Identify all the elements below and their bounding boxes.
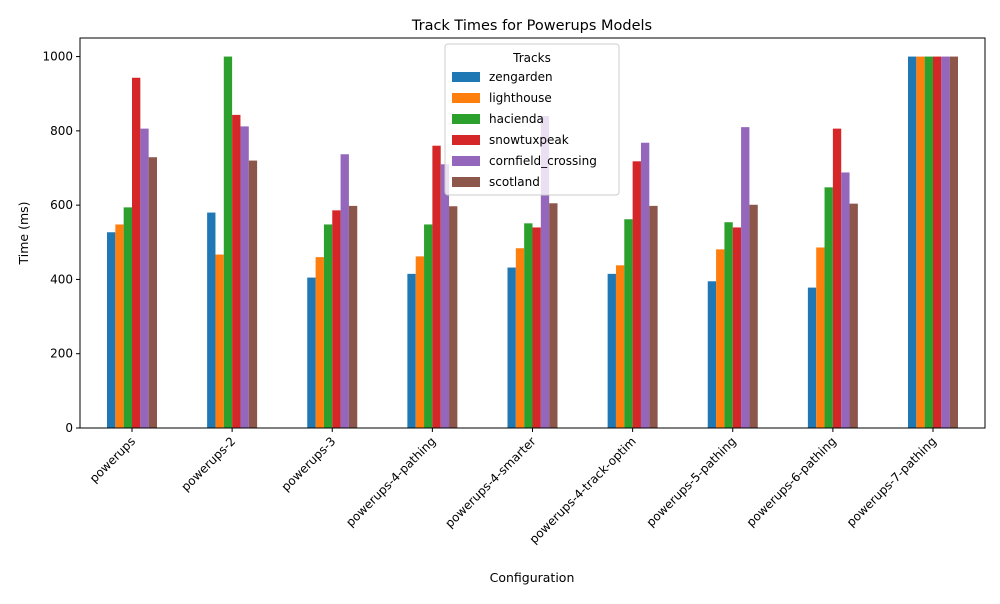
bar-scotland-powerups-4-smarter [549, 203, 558, 428]
legend-label-hacienda: hacienda [489, 112, 544, 126]
bar-cornfield_crossing-powerups-5-pathing [741, 127, 750, 428]
y-tick-label: 1000 [42, 50, 73, 64]
y-tick-label: 400 [50, 272, 73, 286]
x-tick-label: powerups-2 [178, 434, 238, 494]
bar-lighthouse-powerups-3 [315, 257, 324, 428]
legend-swatch-lighthouse [452, 93, 480, 103]
bar-snowtuxpeak-powerups-3 [332, 210, 341, 428]
bar-zengarden-powerups-4-track-optim [607, 273, 616, 428]
x-tick-label: powerups-7-pathing [844, 434, 939, 529]
bar-snowtuxpeak-powerups-4-track-optim [632, 161, 641, 428]
legend-label-snowtuxpeak: snowtuxpeak [489, 133, 569, 147]
bar-scotland-powerups-2 [248, 160, 258, 428]
bar-lighthouse-powerups-6-pathing [816, 247, 825, 428]
bar-hacienda-powerups-4-smarter [524, 223, 533, 428]
bar-scotland-powerups-7-pathing [949, 56, 958, 428]
legend-swatch-zengarden [452, 72, 480, 82]
x-tick-label: powerups-5-pathing [644, 434, 739, 529]
bar-cornfield_crossing-powerups-4-smarter [540, 116, 550, 428]
chart-title: Track Times for Powerups Models [411, 18, 652, 34]
bar-lighthouse-powerups-4-pathing [415, 256, 425, 428]
bar-snowtuxpeak-powerups-6-pathing [832, 128, 842, 428]
bar-hacienda-powerups-6-pathing [824, 187, 833, 428]
bar-snowtuxpeak-powerups-5-pathing [732, 227, 742, 428]
x-axis-title: Configuration [490, 570, 575, 585]
legend: Tracks zengarden lighthouse hacienda snowtu… [444, 43, 620, 196]
bar-zengarden-powerups-4-smarter [507, 267, 516, 428]
bar-scotland-powerups-4-track-optim [649, 205, 658, 428]
bar-hacienda-powerups-2 [223, 56, 233, 428]
bar-cornfield_crossing-powerups-6-pathing [841, 172, 850, 428]
legend-label-zengarden: zengarden [489, 70, 553, 84]
y-tick-label: 800 [50, 124, 73, 138]
y-tick-label: 200 [50, 347, 73, 361]
bar-cornfield_crossing-powerups-7-pathing [941, 56, 950, 428]
x-tick-label: powerups-4-track-optim [527, 434, 639, 546]
bar-snowtuxpeak-powerups-2 [232, 114, 241, 428]
bar-lighthouse-powerups-4-track-optim [615, 265, 625, 428]
x-tick-label: powerups [87, 434, 138, 485]
bar-snowtuxpeak-powerups [132, 77, 141, 429]
bar-hacienda-powerups-3 [323, 224, 333, 428]
bar-lighthouse-powerups-7-pathing [916, 56, 925, 428]
y-tick-label: 0 [65, 421, 73, 435]
bar-scotland-powerups-5-pathing [749, 204, 758, 428]
bar-lighthouse-powerups-2 [215, 254, 224, 428]
bar-snowtuxpeak-powerups-7-pathing [933, 56, 942, 428]
bar-hacienda-powerups-5-pathing [724, 222, 733, 428]
bar-zengarden-powerups-2 [207, 212, 216, 428]
bars-group [107, 56, 958, 429]
bar-cornfield_crossing-powerups-4-track-optim [640, 142, 650, 429]
legend-swatch-scotland [452, 177, 480, 187]
legend-swatch-snowtuxpeak [452, 135, 480, 145]
bar-cornfield_crossing-powerups-3 [340, 154, 349, 428]
bar-snowtuxpeak-powerups-4-pathing [432, 145, 441, 428]
legend-label-cornfield_crossing: cornfield_crossing [489, 154, 597, 168]
legend-title: Tracks [512, 51, 551, 65]
y-tick-label: 600 [50, 198, 73, 212]
bar-cornfield_crossing-powerups-4-pathing [440, 164, 450, 429]
x-tick-label: powerups-6-pathing [744, 434, 839, 529]
legend-swatch-hacienda [452, 114, 480, 124]
bar-zengarden-powerups-4-pathing [407, 273, 416, 428]
bar-lighthouse-powerups-4-smarter [515, 248, 525, 428]
legend-items: zengarden lighthouse hacienda snowtuxpeak co… [452, 70, 597, 189]
bar-zengarden-powerups-3 [307, 277, 316, 428]
legend-frame [444, 43, 620, 196]
bar-zengarden-powerups-5-pathing [707, 281, 717, 428]
bar-snowtuxpeak-powerups-4-smarter [532, 227, 541, 428]
bar-scotland-powerups-3 [348, 205, 358, 428]
bar-cornfield_crossing-powerups-2 [240, 126, 249, 429]
bar-scotland-powerups-6-pathing [849, 203, 858, 428]
bar-scotland-powerups [148, 157, 157, 429]
bar-hacienda-powerups-7-pathing [924, 56, 933, 428]
bar-zengarden-powerups [107, 232, 116, 428]
legend-swatch-cornfield_crossing [452, 156, 480, 166]
bar-lighthouse-powerups-5-pathing [716, 249, 725, 428]
bar-zengarden-powerups-6-pathing [807, 287, 817, 428]
x-tick-label: powerups-3 [279, 434, 339, 494]
bar-hacienda-powerups-4-track-optim [624, 219, 633, 428]
x-tick-label: powerups-4-pathing [343, 434, 438, 529]
bar-hacienda-powerups [123, 207, 132, 428]
x-tick-label: powerups-4-smarter [442, 434, 538, 530]
x-axis: powerups powerups-2 powerups-3 powerups-4-p… [87, 428, 939, 546]
legend-label-scotland: scotland [489, 175, 540, 189]
bar-lighthouse-powerups [115, 224, 124, 428]
legend-label-lighthouse: lighthouse [489, 91, 552, 105]
bar-cornfield_crossing-powerups [140, 128, 149, 428]
bar-zengarden-powerups-7-pathing [908, 56, 917, 428]
y-axis: 0 200 400 600 800 1000 [42, 50, 80, 435]
y-axis-title: Time (ms) [16, 201, 31, 265]
bar-hacienda-powerups-4-pathing [424, 224, 433, 428]
bar-scotland-powerups-4-pathing [449, 206, 458, 428]
